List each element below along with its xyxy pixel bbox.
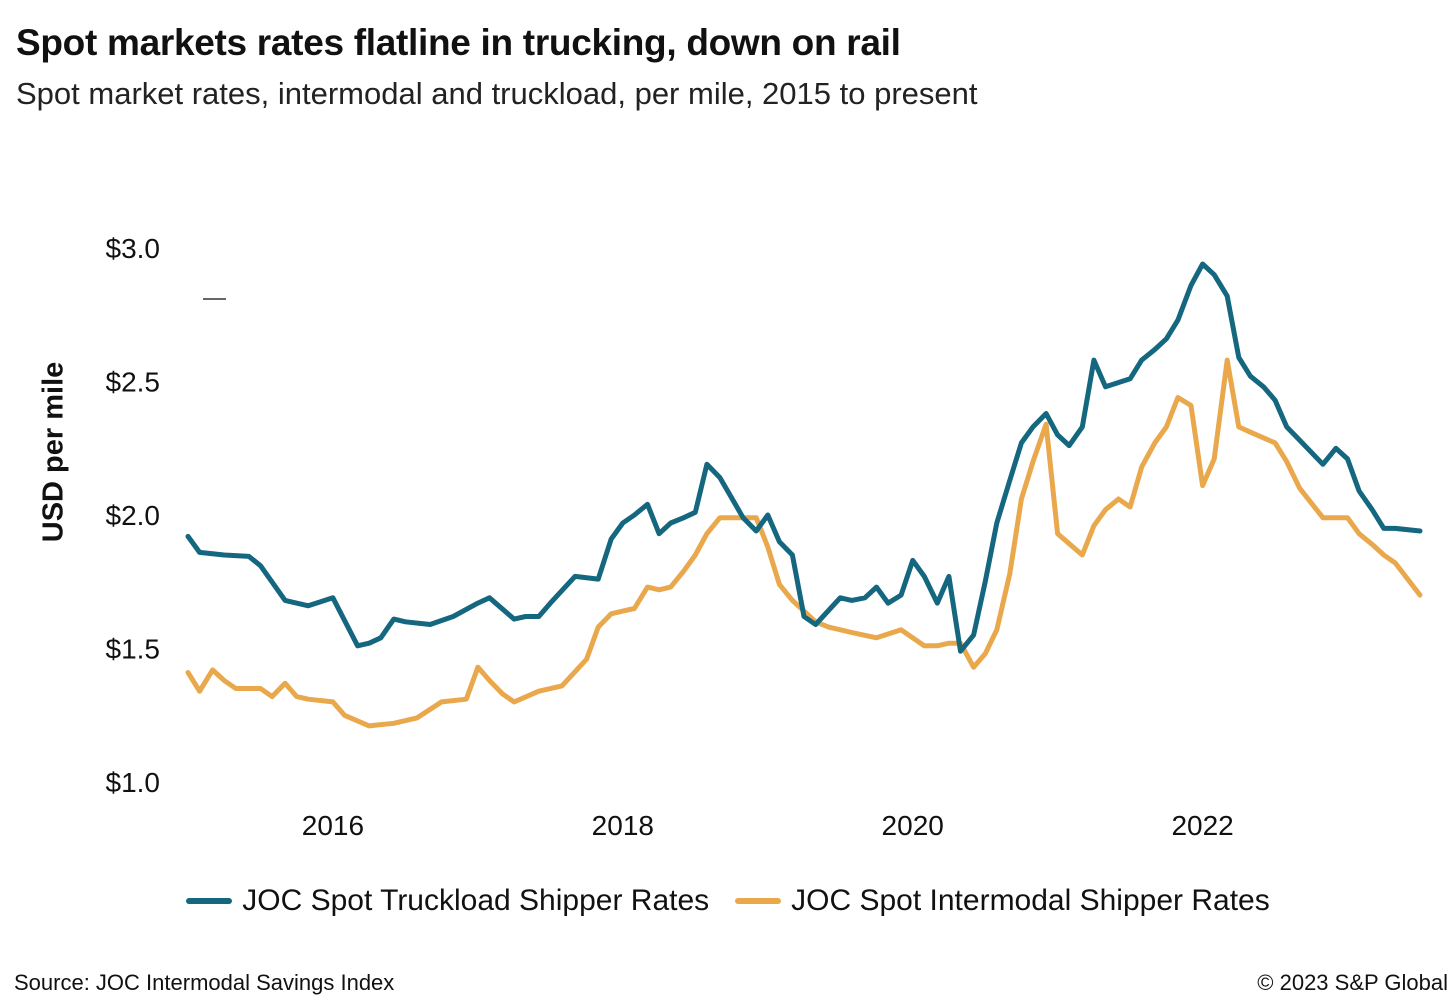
copyright-note: © 2023 S&P Global	[1257, 970, 1448, 995]
chart-subtitle: Spot market rates, intermodal and truckl…	[16, 76, 978, 111]
x-tick-label: 2018	[592, 810, 654, 841]
series-lines	[185, 261, 1423, 729]
legend-item-intermodal: JOC Spot Intermodal Shipper Rates	[735, 884, 1270, 918]
y-tick-label: $3.0	[106, 233, 161, 264]
y-tick-label: $1.5	[106, 634, 161, 665]
y-tick-labels: $1.0 $1.5 $2.0 $2.5 $3.0	[106, 233, 161, 798]
legend-label-truckload: JOC Spot Truckload Shipper Rates	[242, 884, 710, 917]
y-tick-label: $2.5	[106, 367, 161, 398]
y-tick-label: $1.0	[106, 767, 161, 798]
series-line-intermodal	[185, 357, 1423, 729]
source-note: Source: JOC Intermodal Savings Index	[14, 970, 395, 995]
x-tick-labels: 2016 2018 2020 2022	[302, 810, 1234, 841]
legend-label-intermodal: JOC Spot Intermodal Shipper Rates	[791, 884, 1270, 917]
legend-swatch-truckload	[186, 898, 233, 904]
legend: JOC Spot Truckload Shipper Rates JOC Spo…	[0, 884, 1456, 918]
x-tick-label: 2022	[1171, 810, 1233, 841]
y-tick-label: $2.0	[106, 500, 161, 531]
line-chart: $1.0 $1.5 $2.0 $2.5 $3.0 2016 2018 2020 2022	[106, 233, 1423, 841]
x-tick-label: 2020	[882, 810, 944, 841]
legend-item-truckload: JOC Spot Truckload Shipper Rates	[186, 884, 709, 918]
chart-title: Spot markets rates flatline in trucking,…	[16, 22, 901, 63]
legend-swatch-intermodal	[735, 898, 782, 904]
x-tick-label: 2016	[302, 810, 364, 841]
series-line-truckload	[185, 261, 1423, 654]
